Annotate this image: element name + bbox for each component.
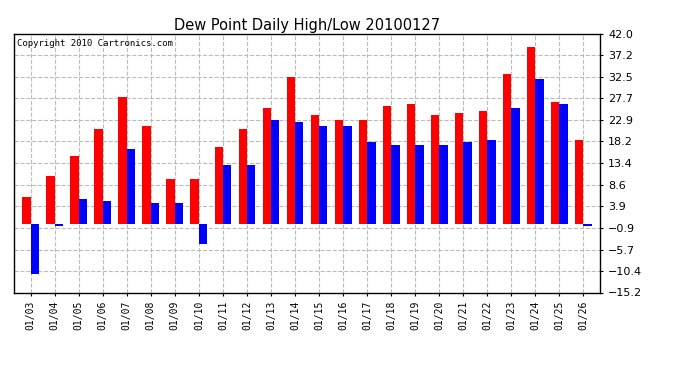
Bar (215, 147, 223, 224)
Bar (190, 178, 199, 224)
Bar (335, 120, 343, 224)
Bar (415, 145, 424, 224)
Bar (455, 113, 463, 224)
Bar (175, 203, 184, 224)
Bar (551, 102, 560, 224)
Bar (310, 115, 319, 224)
Bar (535, 79, 544, 224)
Bar (391, 145, 400, 224)
Bar (119, 97, 127, 224)
Bar (431, 115, 440, 224)
Bar (199, 224, 207, 244)
Bar (263, 108, 271, 224)
Bar (247, 165, 255, 224)
Bar (142, 126, 151, 224)
Bar (151, 203, 159, 224)
Bar (127, 149, 135, 224)
Bar (503, 75, 511, 224)
Bar (479, 111, 487, 224)
Bar (575, 140, 584, 224)
Bar (95, 129, 103, 224)
Bar (584, 224, 592, 226)
Bar (239, 129, 247, 224)
Bar (103, 201, 111, 224)
Bar (55, 224, 63, 226)
Bar (383, 106, 391, 224)
Bar (527, 47, 535, 224)
Bar (22, 196, 30, 224)
Bar (511, 108, 520, 224)
Text: Copyright 2010 Cartronics.com: Copyright 2010 Cartronics.com (17, 39, 172, 48)
Bar (79, 199, 87, 224)
Bar (367, 142, 375, 224)
Bar (560, 104, 568, 224)
Bar (487, 140, 495, 224)
Title: Dew Point Daily High/Low 20100127: Dew Point Daily High/Low 20100127 (174, 18, 440, 33)
Bar (30, 224, 39, 273)
Bar (463, 142, 472, 224)
Bar (359, 120, 367, 224)
Bar (46, 176, 55, 224)
Bar (70, 156, 79, 224)
Bar (166, 178, 175, 224)
Bar (407, 104, 415, 224)
Bar (440, 145, 448, 224)
Bar (271, 120, 279, 224)
Bar (295, 122, 304, 224)
Bar (343, 126, 351, 224)
Bar (319, 126, 328, 224)
Bar (286, 77, 295, 224)
Bar (223, 165, 231, 224)
